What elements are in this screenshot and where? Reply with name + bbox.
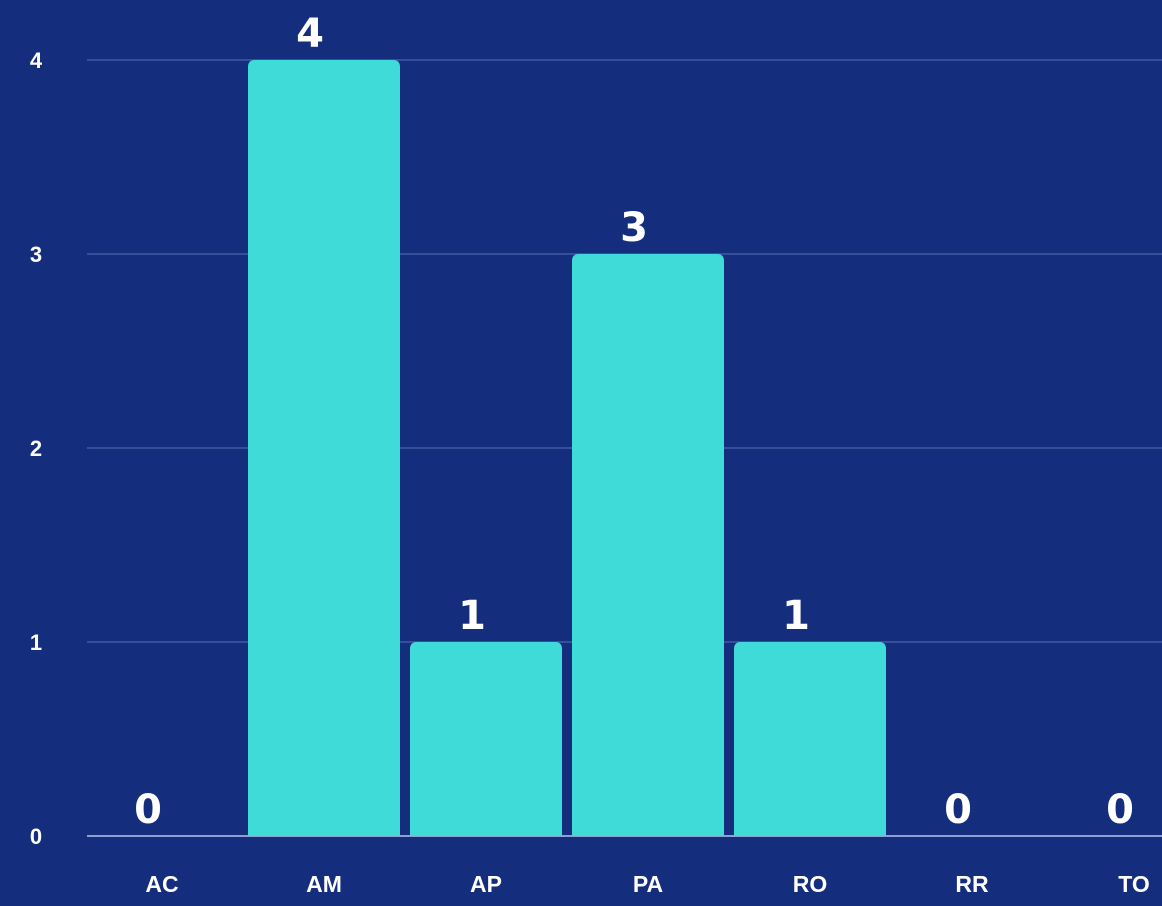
x-tick-label: TO bbox=[1118, 871, 1150, 897]
value-label: 0 bbox=[134, 787, 162, 833]
y-tick-label: 4 bbox=[30, 48, 43, 73]
x-tick-label: RO bbox=[793, 871, 828, 897]
y-tick-label: 3 bbox=[30, 242, 42, 267]
value-label: 3 bbox=[620, 205, 648, 251]
x-tick-label: AP bbox=[470, 871, 502, 897]
value-label: 1 bbox=[458, 593, 486, 639]
bar bbox=[572, 254, 724, 836]
value-label: 1 bbox=[782, 593, 810, 639]
value-label: 0 bbox=[1106, 787, 1134, 833]
value-label: 0 bbox=[944, 787, 972, 833]
y-tick-label: 1 bbox=[30, 630, 42, 655]
y-tick-label: 0 bbox=[30, 824, 42, 849]
value-label: 4 bbox=[296, 11, 324, 57]
x-tick-label: AC bbox=[145, 871, 178, 897]
y-tick-label: 2 bbox=[30, 436, 42, 461]
bar bbox=[248, 60, 400, 836]
bar bbox=[410, 642, 562, 836]
x-tick-label: AM bbox=[306, 871, 342, 897]
x-tick-label: PA bbox=[633, 871, 663, 897]
x-tick-label: RR bbox=[955, 871, 989, 897]
bar bbox=[734, 642, 886, 836]
